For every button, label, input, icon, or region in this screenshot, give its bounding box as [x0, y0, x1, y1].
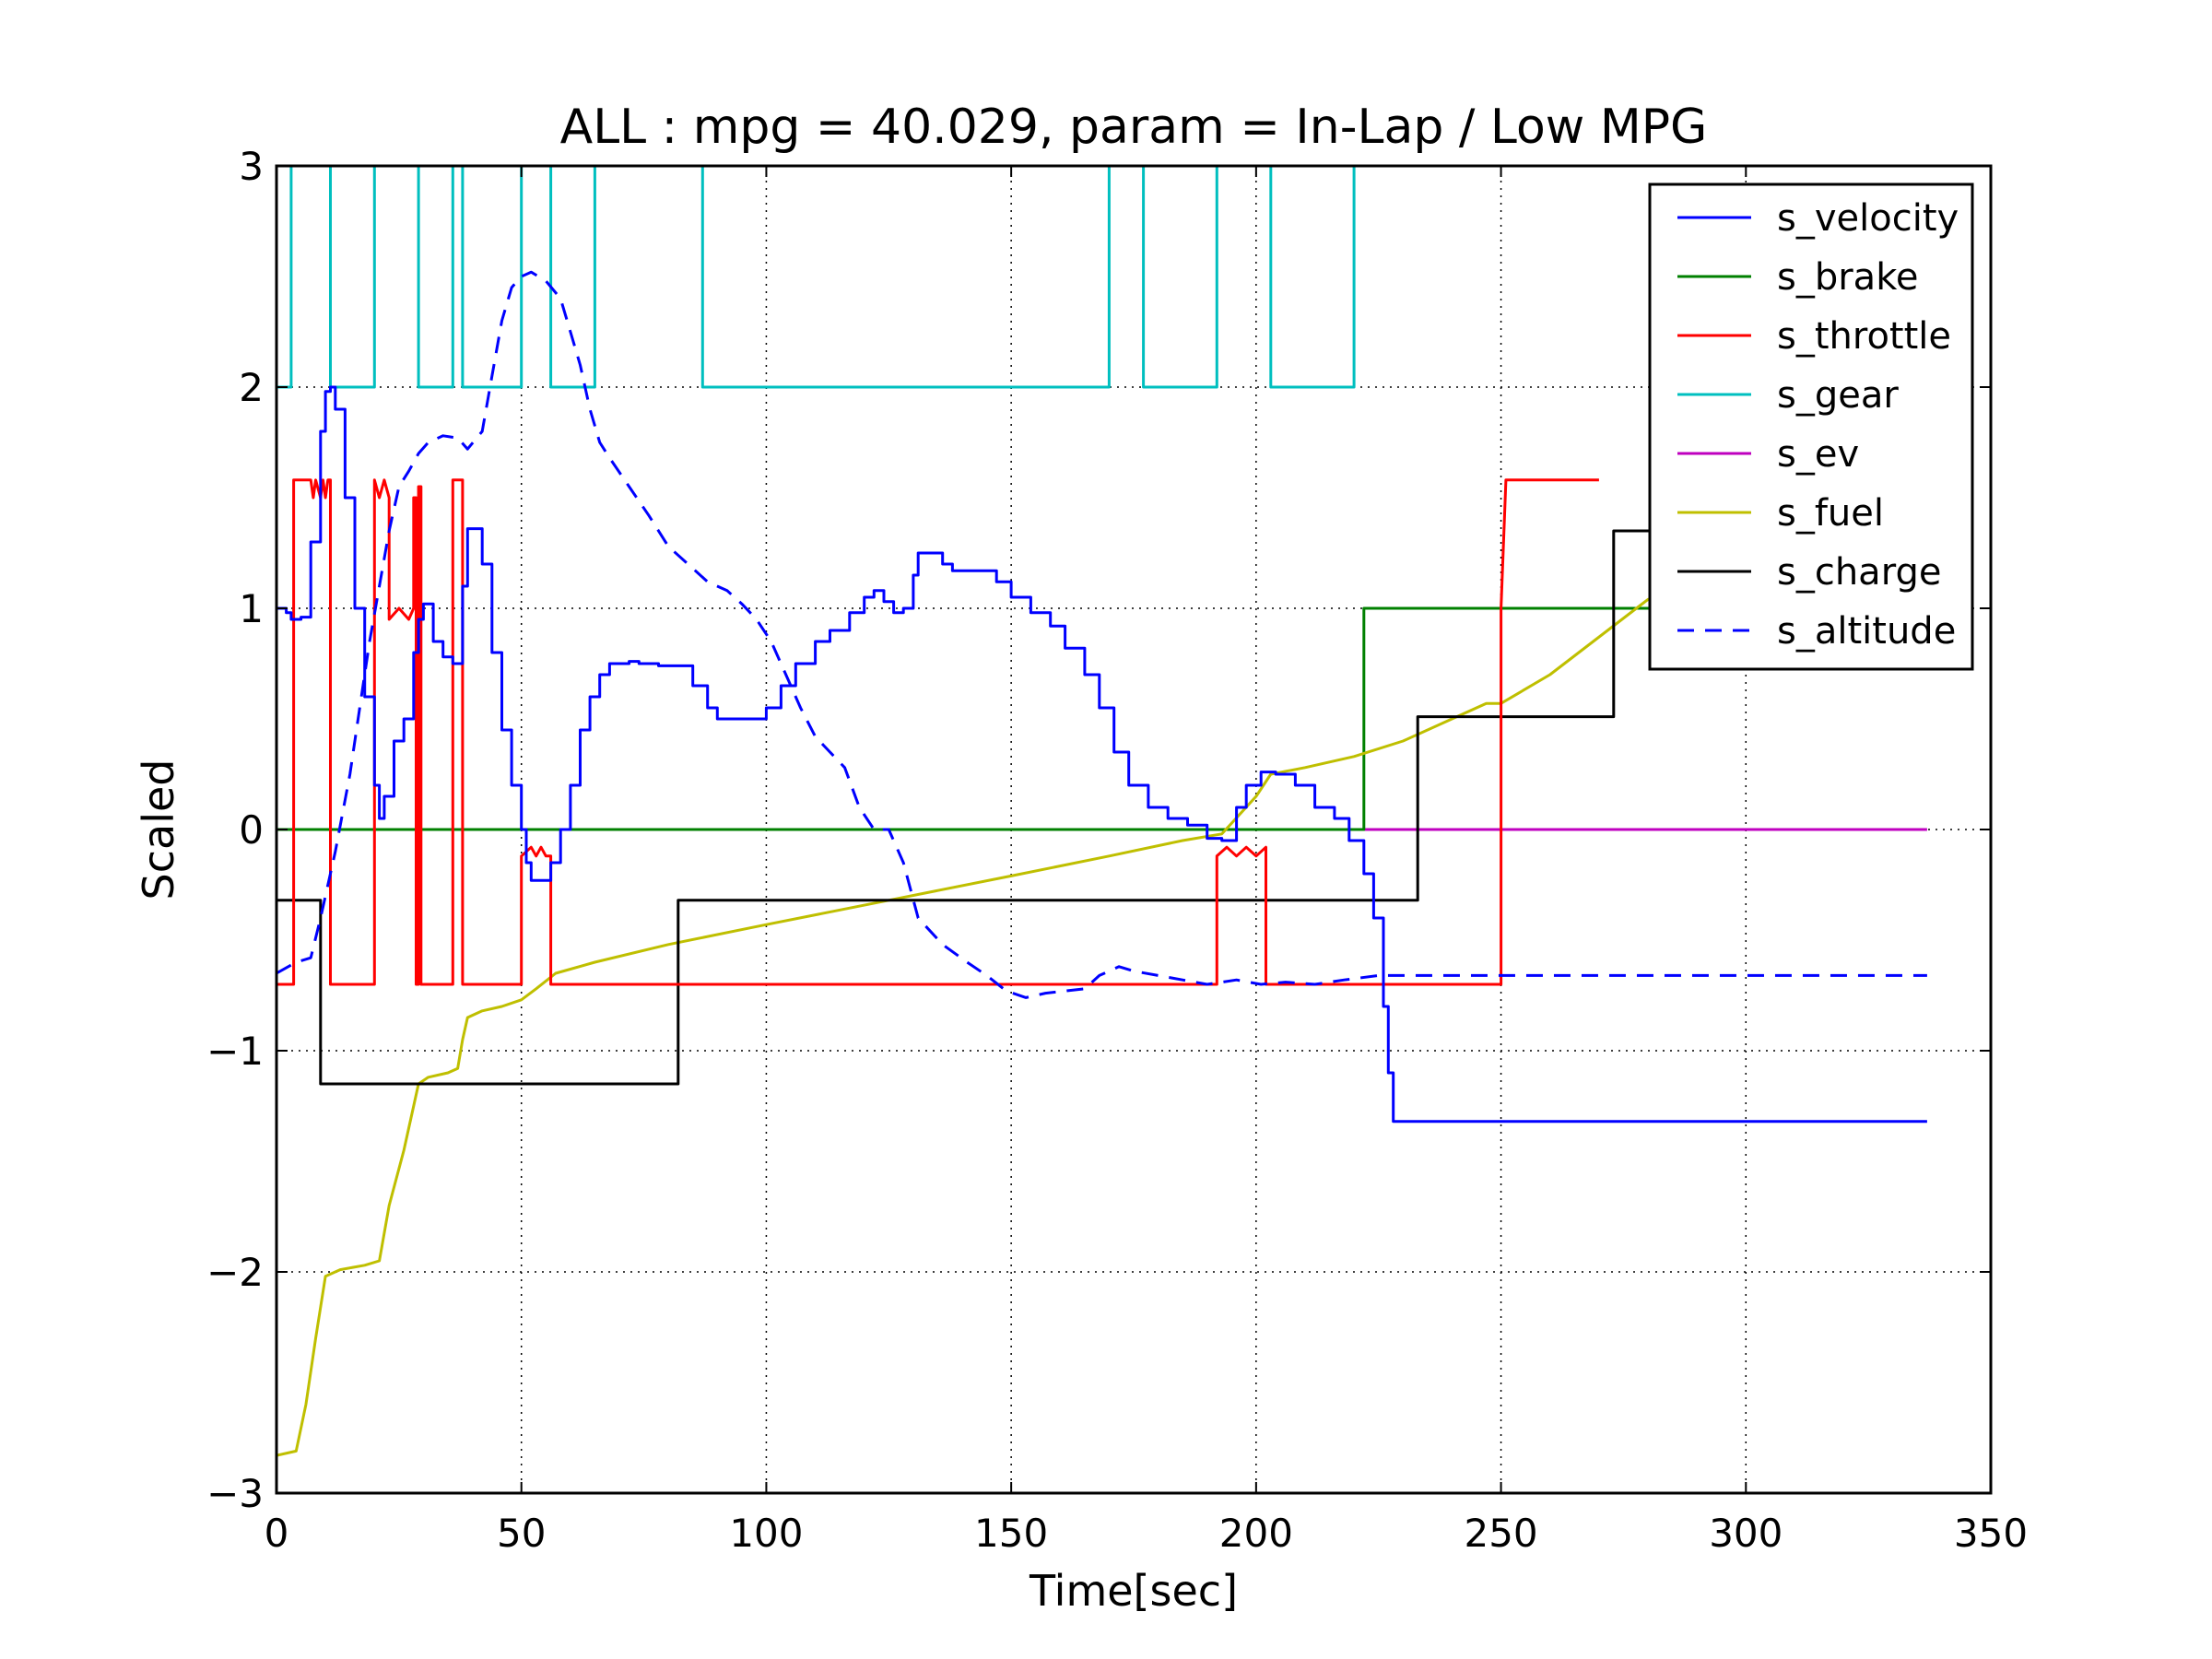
plot-area [276, 166, 1927, 1457]
x-tick-label: 200 [1219, 1511, 1293, 1556]
series-line-s-charge [276, 529, 1698, 1086]
y-tick-label: 3 [239, 144, 264, 189]
y-tick-label: −1 [206, 1029, 264, 1074]
series-line-s-velocity [276, 385, 1927, 1124]
series-line-s-altitude [276, 270, 1927, 999]
axis-ticks: 0 50 100 150 200 250 300 350 −3 −2 −1 0 1 2 3 [206, 144, 2028, 1556]
series-line-s-brake [276, 606, 1698, 831]
x-tick-label: 100 [729, 1511, 803, 1556]
legend-label: s_fuel [1777, 492, 1884, 535]
legend-label: s_velocity [1777, 197, 1959, 240]
chart-title: ALL : mpg = 40.029, param = In-Lap / Low… [560, 100, 1708, 155]
x-tick-label: 250 [1464, 1511, 1537, 1556]
legend-box [1648, 182, 1974, 671]
y-tick-label: −2 [206, 1250, 264, 1295]
legend-label: s_throttle [1777, 315, 1951, 358]
series-line-s-gear [276, 166, 1356, 389]
x-axis-label: Time[sec] [1029, 1566, 1238, 1616]
legend-label: s_ev [1777, 433, 1859, 476]
legend-label: s_altitude [1777, 610, 1956, 653]
series-line-s-throttle [276, 478, 1599, 986]
y-tick-label: 1 [239, 586, 264, 631]
y-tick-label: −3 [206, 1471, 264, 1516]
series-line-s-fuel [276, 589, 1698, 1457]
legend: s_velocity s_brake s_throttle s_gear s_ev s_f… [1648, 182, 1974, 671]
legend-label: s_charge [1777, 551, 1941, 594]
x-tick-label: 350 [1954, 1511, 2028, 1556]
y-tick-label: 2 [239, 365, 264, 410]
x-tick-label: 150 [974, 1511, 1048, 1556]
y-axis-label: Scaled [134, 759, 183, 900]
legend-label: s_brake [1777, 256, 1919, 299]
legend-label: s_gear [1777, 374, 1899, 417]
x-tick-label: 50 [497, 1511, 546, 1556]
y-tick-label: 0 [239, 807, 264, 853]
x-tick-label: 0 [265, 1511, 289, 1556]
x-tick-label: 300 [1709, 1511, 1783, 1556]
